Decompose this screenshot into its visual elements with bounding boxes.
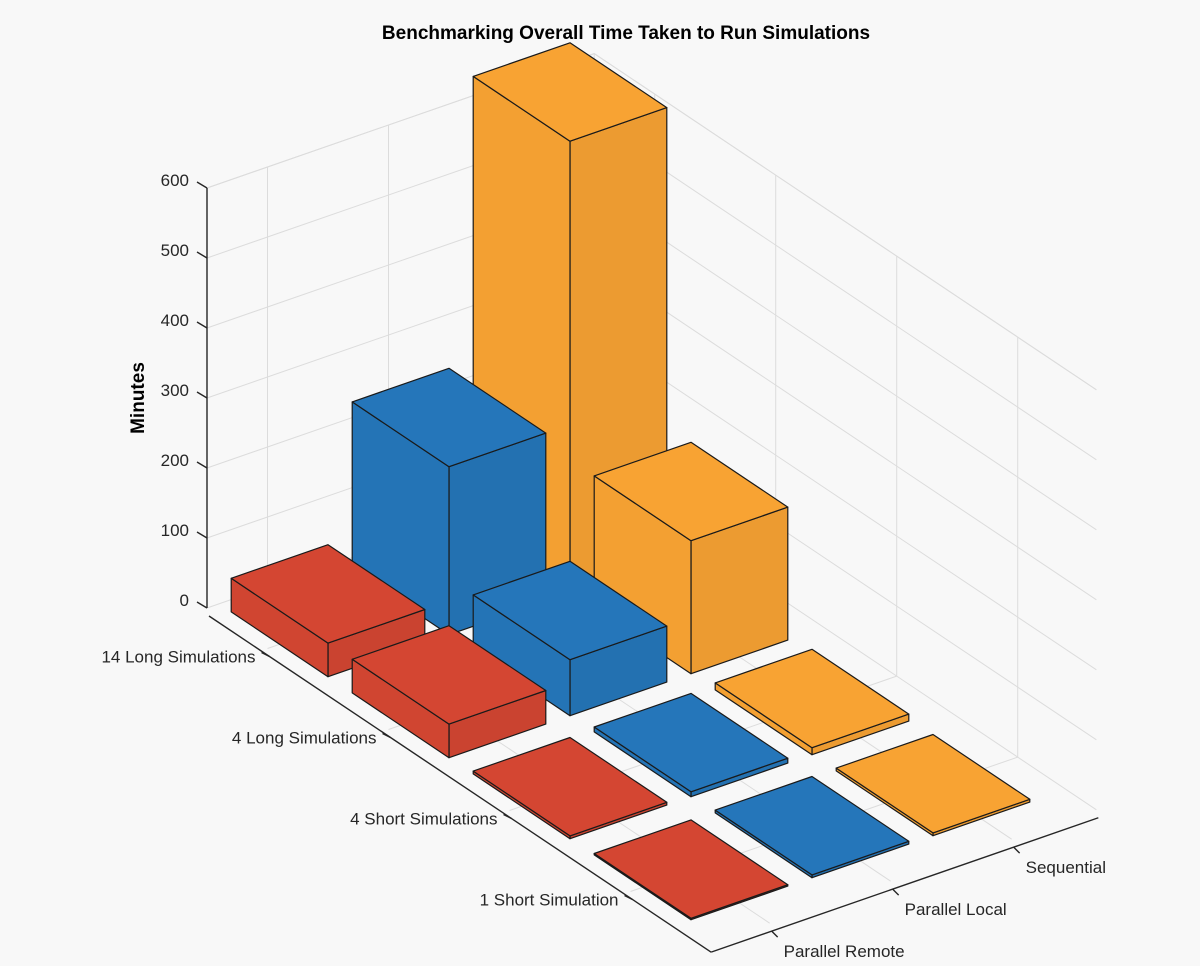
z-tick-label-400: 400: [161, 311, 189, 330]
bar-top-face: [593, 441, 789, 542]
z-tick-300: [196, 391, 208, 399]
row-tick-2: [503, 813, 512, 820]
row-tick-3: [624, 894, 633, 901]
row-axis: [208, 615, 712, 953]
bar-0-3: [593, 819, 789, 921]
row-tick-label-0: 14 Long Simulations: [101, 648, 255, 667]
bar-top-face: [351, 625, 547, 725]
bar-top-face: [230, 544, 426, 644]
col-tick-2: [1013, 846, 1021, 854]
col-tick-1: [892, 888, 900, 896]
row-tick-label-2: 4 Short Simulations: [350, 810, 497, 829]
z-tick-label-600: 600: [161, 171, 189, 190]
chart-title: Benchmarking Overall Time Taken to Run S…: [382, 23, 870, 44]
col-tick-label-0: Parallel Remote: [784, 942, 905, 961]
bar-top-face: [714, 775, 910, 876]
bar-1-1: [472, 560, 668, 717]
bar-top-face: [593, 692, 789, 793]
z-tick-0: [196, 601, 208, 609]
row-tick-0: [261, 651, 270, 658]
row-tick-label-3: 1 Short Simulation: [480, 891, 619, 910]
z-tick-600: [196, 181, 208, 189]
col-tick-0: [771, 930, 779, 938]
row-tick-label-1: 4 Long Simulations: [232, 729, 377, 748]
bars: [230, 42, 1031, 921]
bar-top-face: [835, 733, 1031, 834]
z-axis-label: Minutes: [128, 362, 149, 434]
z-tick-200: [196, 461, 208, 469]
bar-0-2: [472, 736, 668, 840]
bar-0-1: [351, 625, 547, 759]
bar-2-2: [714, 648, 910, 756]
z-tick-500: [196, 251, 208, 259]
z-tick-label-100: 100: [161, 521, 189, 540]
bar-1-2: [593, 692, 789, 798]
axes: [196, 181, 1099, 953]
z-tick-label-200: 200: [161, 451, 189, 470]
z-tick-label-300: 300: [161, 381, 189, 400]
bar-2-3: [835, 733, 1031, 837]
bar-top-face: [351, 367, 547, 468]
bar-top-face: [472, 736, 668, 837]
bar-top-face: [714, 648, 910, 749]
bar-top-face: [472, 560, 668, 661]
col-tick-label-2: Sequential: [1026, 858, 1106, 877]
bar-top-face: [472, 42, 668, 142]
z-tick-label-0: 0: [180, 591, 189, 610]
z-tick-400: [196, 321, 208, 329]
column-axis: [710, 817, 1099, 953]
col-tick-label-1: Parallel Local: [905, 900, 1007, 919]
row-tick-1: [382, 732, 391, 739]
z-tick-100: [196, 531, 208, 539]
z-tick-label-500: 500: [161, 241, 189, 260]
bar-1-3: [714, 775, 910, 879]
bar-top-face: [593, 819, 789, 919]
labels: Benchmarking Overall Time Taken to Run S…: [101, 23, 1106, 961]
